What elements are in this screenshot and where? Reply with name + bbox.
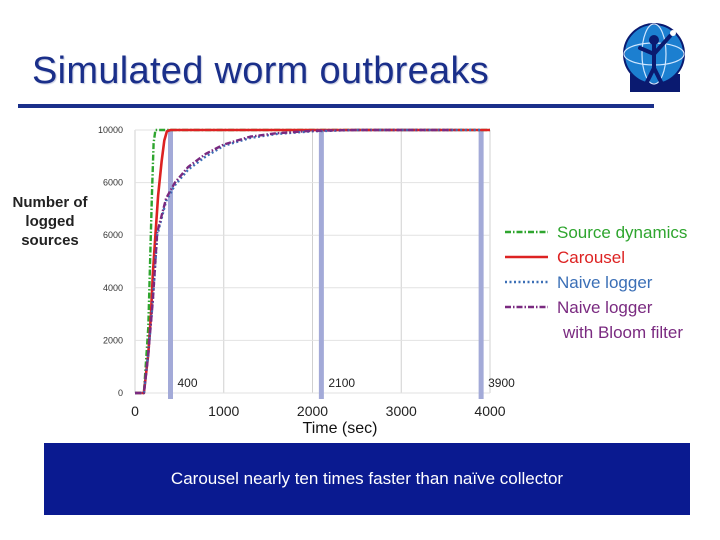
time-marker-label-2: 3900	[488, 376, 515, 390]
time-marker-label-0: 400	[178, 376, 198, 390]
legend-backdrop	[500, 218, 716, 346]
y-tick-label-4: 6000	[103, 178, 123, 188]
x-tick-label-3: 3000	[386, 403, 417, 419]
series-lines	[135, 128, 490, 395]
marker-labels: 400 2100 3900	[178, 376, 516, 390]
time-marker-0	[168, 130, 173, 399]
y-tick-label-5: 10000	[98, 125, 123, 135]
x-tick-label-2: 2000	[297, 403, 328, 419]
time-markers	[168, 130, 484, 399]
legend-label-1: Carousel	[557, 248, 625, 267]
y-tick-label-1: 2000	[103, 335, 123, 345]
x-tick-label-1: 1000	[208, 403, 239, 419]
x-tick-labels: 0 1000 2000 3000 4000	[131, 403, 506, 419]
slide-title: Simulated worm outbreaks	[32, 50, 490, 92]
y-axis-label: Number of logged sources	[12, 194, 88, 249]
callout-text: Carousel nearly ten times faster than na…	[170, 469, 564, 488]
series-line-2	[135, 128, 482, 395]
legend-label-2: Naive logger	[557, 273, 653, 292]
institution-logo-icon	[623, 23, 685, 92]
legend: Source dynamics Carousel Naive logger Naive…	[505, 223, 687, 342]
callout-banner: Carousel nearly ten times faster than na…	[44, 443, 690, 515]
y-tick-labels: 0 2000 4000 6000 6000 10000	[98, 125, 123, 398]
x-tick-label-4: 4000	[474, 403, 505, 419]
x-tick-label-0: 0	[131, 403, 139, 419]
title-underline	[18, 104, 654, 108]
y-tick-label-0: 0	[118, 388, 123, 398]
x-axis-label: Time (sec)	[302, 420, 378, 437]
legend-label-3: Naive logger	[557, 298, 653, 317]
series-line-3	[135, 128, 455, 395]
y-tick-label-3: 6000	[103, 230, 123, 240]
time-marker-2	[478, 130, 484, 399]
time-marker-label-1: 2100	[328, 376, 355, 390]
time-marker-1	[318, 130, 324, 399]
legend-label-0: Source dynamics	[557, 223, 687, 242]
legend-label-4: with Bloom filter	[562, 323, 683, 342]
y-tick-label-2: 4000	[103, 283, 123, 293]
